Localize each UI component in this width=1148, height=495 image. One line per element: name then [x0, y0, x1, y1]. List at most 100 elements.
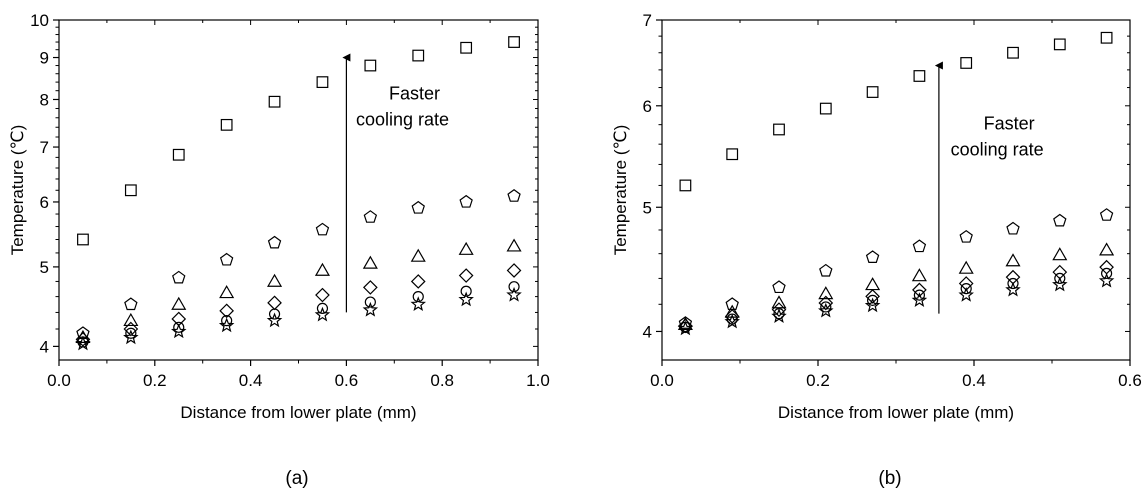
- data-point-square: [1053, 38, 1066, 51]
- x-tick-label: 0.4: [962, 371, 986, 390]
- data-point-diamond: [912, 282, 927, 298]
- series-triangle: [75, 238, 522, 343]
- data-point-pentagon: [267, 235, 282, 249]
- data-point-star: [864, 297, 881, 313]
- data-point-square: [866, 86, 879, 98]
- data-point-triangle: [267, 273, 283, 287]
- x-tick-label: 0.8: [430, 371, 454, 390]
- data-point-pentagon: [363, 210, 378, 223]
- data-point-triangle: [362, 255, 378, 269]
- data-point-square: [220, 118, 233, 131]
- data-point-square: [460, 41, 473, 54]
- data-point-star: [266, 312, 283, 328]
- series-pentagon: [76, 189, 521, 339]
- y-tick-label: 5: [40, 258, 49, 277]
- x-tick-label: 0.6: [1118, 371, 1142, 390]
- data-point-star: [818, 302, 834, 318]
- data-point-pentagon: [772, 280, 786, 294]
- data-point-pentagon: [1006, 221, 1020, 235]
- data-point-pentagon: [315, 222, 330, 236]
- data-point-diamond: [506, 263, 522, 278]
- data-point-square: [508, 36, 520, 48]
- data-point-star: [911, 292, 928, 307]
- x-tick-label: 1.0: [526, 371, 550, 390]
- chart-panel-a: 0.0 0.2 0.4 0.6 0.8 1.0 4 5 6 7 8 9 10 Distance from …: [8, 11, 550, 422]
- data-point-diamond: [219, 303, 234, 319]
- series-triangle: [677, 242, 1115, 330]
- data-point-pentagon: [912, 239, 927, 253]
- data-point-pentagon: [1053, 213, 1067, 227]
- data-point-star: [362, 301, 379, 317]
- data-point-star: [771, 308, 787, 323]
- data-point-triangle: [314, 262, 330, 276]
- y-tick-label: 4: [40, 337, 49, 356]
- data-point-star: [218, 317, 235, 333]
- data-point-triangle: [1005, 253, 1021, 267]
- data-point-triangle: [410, 248, 426, 262]
- x-tick-label: 0.6: [335, 371, 359, 390]
- annotation-line: cooling rate: [951, 139, 1044, 159]
- panel-b-caption: (b): [878, 468, 901, 489]
- data-point-square: [268, 95, 281, 108]
- data-point-circle: [1054, 272, 1066, 285]
- data-point-square: [77, 233, 89, 246]
- data-point-diamond: [363, 280, 378, 295]
- data-point-diamond: [865, 289, 880, 304]
- series-square: [77, 36, 520, 246]
- annotation-line: Faster: [984, 113, 1035, 133]
- data-point-triangle: [818, 286, 834, 300]
- series-circle: [77, 281, 520, 348]
- x-axis-label: Distance from lower plate (mm): [778, 403, 1014, 422]
- y-tick-label: 6: [643, 97, 652, 116]
- data-point-square: [679, 179, 692, 192]
- x-tick-label: 0.2: [806, 371, 830, 390]
- data-point-star: [506, 286, 522, 302]
- data-point-triangle: [171, 296, 187, 310]
- data-point-square: [726, 148, 739, 161]
- data-point-circle: [866, 294, 879, 306]
- data-point-pentagon: [172, 270, 186, 284]
- data-point-circle: [1007, 277, 1019, 290]
- data-point-square: [819, 102, 832, 115]
- data-point-circle: [173, 321, 185, 333]
- data-point-pentagon: [819, 263, 833, 277]
- data-point-pentagon: [459, 194, 473, 208]
- y-tick-label: 4: [643, 322, 652, 341]
- series-pentagon: [678, 208, 1114, 329]
- data-point-pentagon: [725, 297, 739, 310]
- data-point-square: [1100, 31, 1113, 44]
- data-point-pentagon: [865, 250, 880, 264]
- data-point-diamond: [267, 295, 282, 311]
- data-point-circle: [820, 301, 832, 313]
- data-point-diamond: [123, 321, 139, 337]
- data-point-star: [677, 320, 694, 336]
- data-point-star: [123, 329, 139, 345]
- data-point-star: [724, 313, 740, 329]
- data-point-triangle: [911, 268, 927, 282]
- data-point-triangle: [219, 285, 235, 299]
- data-point-circle: [125, 327, 137, 339]
- data-point-circle: [1100, 267, 1113, 279]
- data-point-square: [960, 57, 973, 69]
- data-point-square: [364, 59, 377, 72]
- data-point-diamond: [315, 287, 330, 303]
- data-point-star: [314, 306, 331, 322]
- x-tick-label: 0.4: [239, 371, 263, 390]
- x-axis-label: Distance from lower plate (mm): [180, 403, 416, 422]
- data-point-pentagon: [411, 200, 425, 214]
- x-tick-label: 0.2: [143, 371, 167, 390]
- y-tick-label: 7: [40, 138, 49, 157]
- data-point-star: [75, 335, 91, 351]
- data-point-triangle: [458, 241, 474, 255]
- data-point-star: [170, 323, 187, 339]
- data-point-triangle: [724, 304, 740, 318]
- y-tick-label: 10: [30, 11, 49, 30]
- data-point-star: [958, 286, 974, 302]
- data-point-circle: [960, 283, 972, 295]
- data-point-diamond: [818, 295, 834, 311]
- data-point-pentagon: [1099, 208, 1114, 221]
- data-point-diamond: [458, 268, 474, 283]
- series-star: [677, 272, 1115, 336]
- data-point-triangle: [958, 260, 974, 274]
